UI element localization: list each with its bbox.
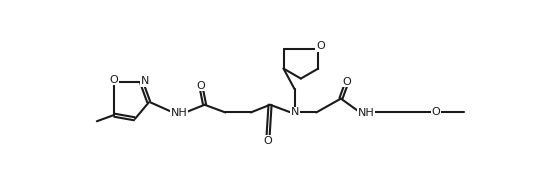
Text: N: N <box>291 107 299 118</box>
Text: O: O <box>263 136 272 146</box>
Text: O: O <box>109 75 118 85</box>
Text: O: O <box>343 77 352 87</box>
Text: NH: NH <box>358 108 375 118</box>
Text: NH: NH <box>171 108 188 118</box>
Text: O: O <box>431 107 440 118</box>
Text: O: O <box>197 80 205 91</box>
Text: O: O <box>316 41 325 51</box>
Text: N: N <box>141 76 150 86</box>
